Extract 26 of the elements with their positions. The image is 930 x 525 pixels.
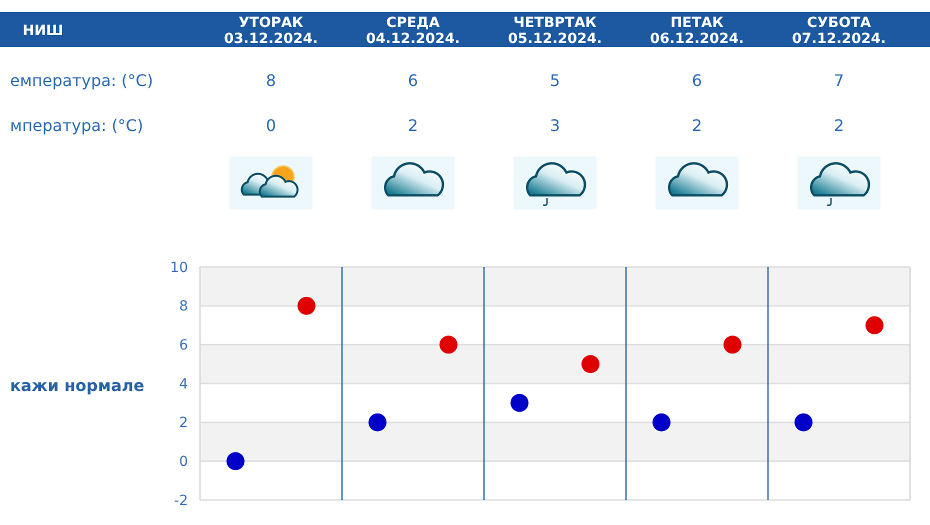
data-label: 2: [692, 116, 702, 135]
y-tick-label: 4: [179, 376, 188, 392]
data-label: 0: [266, 116, 276, 135]
data-label: 3: [550, 116, 560, 135]
data-label: 2: [834, 116, 844, 135]
text: кажи нормале: [10, 376, 144, 395]
data-label: 6: [408, 71, 418, 90]
y-tick-label: -2: [174, 492, 188, 509]
y-tick-label: 8: [179, 298, 188, 315]
category-label: ЧЕТВРТАК 05.12.2024.: [508, 15, 602, 47]
text: НИШ: [22, 23, 64, 39]
text: емпература: (°C): [10, 71, 154, 90]
y-tick-label: 6: [179, 338, 188, 354]
y-tick-label: 2: [179, 415, 188, 432]
data-label: 2: [408, 116, 418, 135]
category-label: СРЕДА 04.12.2024.: [366, 15, 460, 47]
data-label: 6: [692, 71, 702, 90]
data-label: 7: [834, 71, 844, 90]
y-tick-label: 10: [170, 260, 188, 276]
data-label: 8: [266, 71, 276, 90]
category-label: СУБОТА 07.12.2024.: [792, 15, 886, 47]
text: мпература: (°C): [10, 116, 144, 135]
category-label: ПЕТАК 06.12.2024.: [650, 15, 744, 47]
y-tick-label: 0: [179, 454, 188, 470]
data-label: 5: [550, 71, 560, 90]
category-label: УТОРАК 03.12.2024.: [224, 15, 318, 47]
